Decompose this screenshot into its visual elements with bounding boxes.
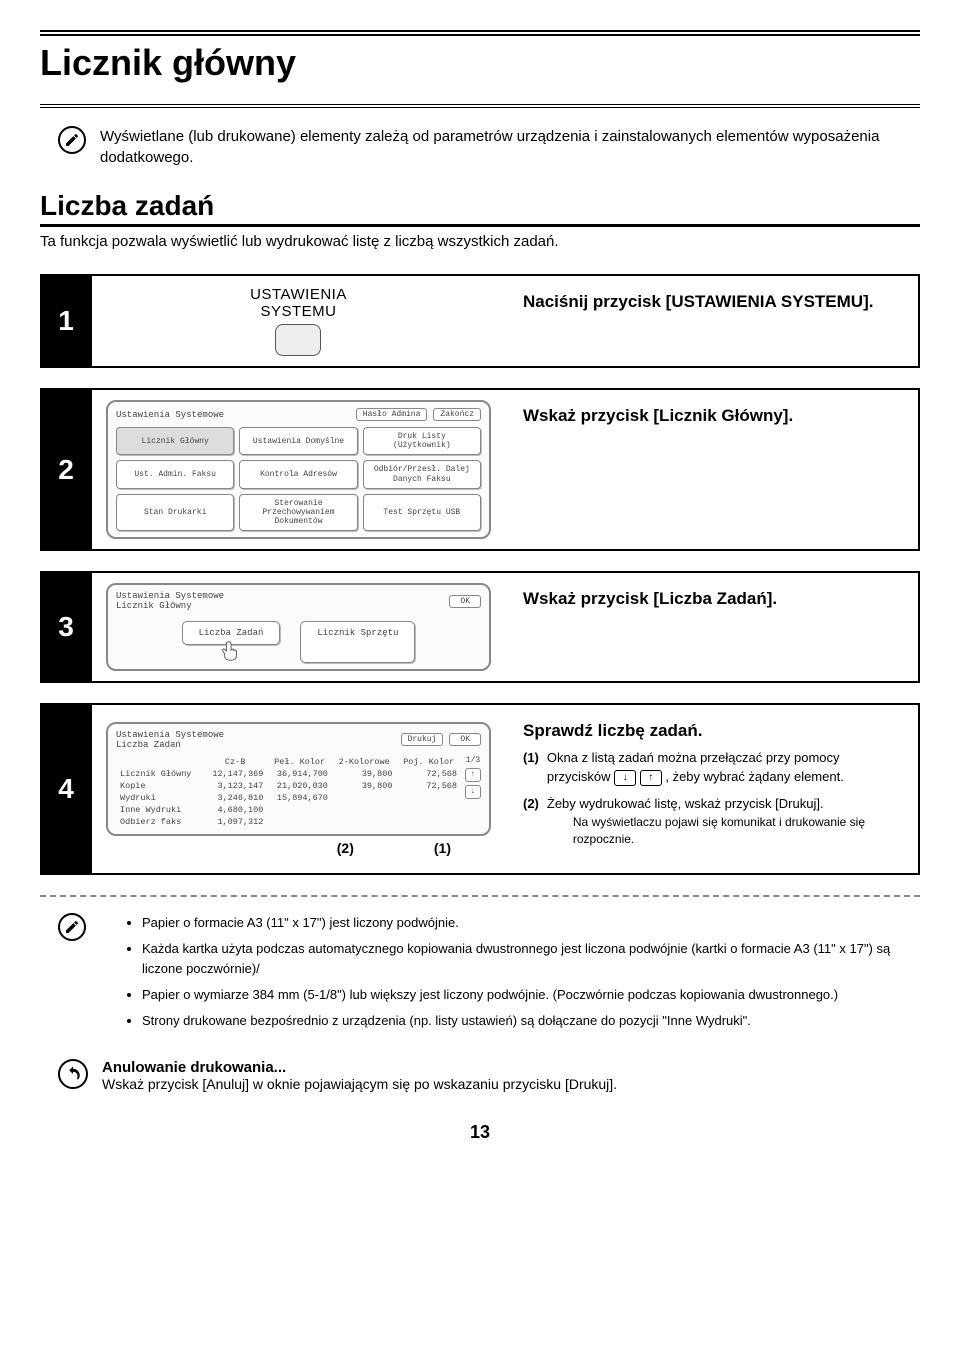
- table-row: Kopie3,123,14721,020,03039,80072,568: [116, 780, 461, 792]
- list-item: (1) Okna z listą zadań można przełączać …: [523, 749, 900, 787]
- step-number: 2: [40, 388, 92, 551]
- step-number: 4: [40, 703, 92, 874]
- cell[interactable]: Kontrola Adresów: [239, 460, 357, 488]
- undo-icon: [58, 1059, 88, 1089]
- cell[interactable]: Ustawienia Domyślne: [239, 427, 357, 455]
- settings-panel: Ustawienia Systemowe Hasło Admina Zakońc…: [106, 400, 491, 539]
- table-row: Licznik Główny12,147,36936,914,70039,800…: [116, 768, 461, 780]
- step-number: 3: [40, 571, 92, 683]
- counter-table: Cz-B Peł. Kolor 2-Kolorowe Poj. Kolor Li…: [116, 756, 461, 828]
- counter-panel: Ustawienia Systemowe Licznik Główny OK L…: [106, 583, 491, 671]
- ok-button[interactable]: OK: [449, 733, 481, 746]
- cell[interactable]: Sterowanie Przechowywaniem Dokumentów: [239, 494, 357, 532]
- cancel-text: Wskaż przycisk [Anuluj] w oknie pojawiaj…: [102, 1076, 617, 1092]
- cell[interactable]: Stan Drukarki: [116, 494, 234, 532]
- print-button[interactable]: Drukuj: [401, 733, 444, 746]
- pointer-icon: [220, 639, 242, 663]
- table-row: Odbierz faks1,097,312: [116, 816, 461, 828]
- dashed-separator: [40, 895, 920, 897]
- panel-title: Ustawienia Systemowe: [116, 591, 224, 601]
- job-count-panel: Ustawienia Systemowe Liczba Zadań Drukuj…: [106, 722, 491, 836]
- scroll-up-button[interactable]: ↑: [465, 768, 481, 782]
- sub-heading: Liczba zadań: [40, 190, 920, 222]
- cancel-title: Anulowanie drukowania...: [102, 1059, 617, 1076]
- notes-block: Papier o formacie A3 (11" x 17") jest li…: [58, 913, 920, 1038]
- table-row: Inne Wydruki4,680,100: [116, 804, 461, 816]
- step-4: 4 Ustawienia Systemowe Liczba Zadań Druk…: [40, 703, 920, 874]
- scroll-controls: 1/3 ↑ ↓: [465, 756, 481, 828]
- ok-button[interactable]: OK: [449, 595, 481, 608]
- step-1: 1 USTAWIENIA SYSTEMU Naciśnij przycisk […: [40, 274, 920, 368]
- cell[interactable]: Ust. Admin. Faksu: [116, 460, 234, 488]
- device-counter-button[interactable]: Licznik Sprzętu: [300, 621, 415, 663]
- main-counter-cell[interactable]: Licznik Główny: [116, 427, 234, 455]
- list-item: (2) Żeby wydrukować listę, wskaż przycis…: [523, 795, 900, 849]
- cell[interactable]: Druk Listy (Użytkownik): [363, 427, 481, 455]
- step-number: 1: [40, 274, 92, 368]
- table-row: Wydruki3,246,81015,894,670: [116, 792, 461, 804]
- intro-note-text: Wyświetlane (lub drukowane) elementy zal…: [100, 126, 920, 168]
- step-instruction: Wskaż przycisk [Liczba Zadań].: [505, 573, 918, 681]
- system-settings-key: USTAWIENIA SYSTEMU: [250, 286, 347, 356]
- step-2: 2 Ustawienia Systemowe Hasło Admina Zako…: [40, 388, 920, 551]
- callout-1: (1): [434, 840, 451, 856]
- pencil-icon: [58, 126, 86, 154]
- page-indicator: 1/3: [466, 756, 480, 765]
- step-instruction: Sprawdź liczbę zadań.: [523, 721, 900, 741]
- step-3: 3 Ustawienia Systemowe Licznik Główny OK…: [40, 571, 920, 683]
- page-number: 13: [40, 1122, 920, 1143]
- intro-note: Wyświetlane (lub drukowane) elementy zal…: [58, 126, 920, 168]
- sub-description: Ta funkcja pozwala wyświetlić lub wydruk…: [40, 233, 920, 250]
- pencil-icon: [58, 913, 86, 941]
- panel-subtitle: Liczba Zadań: [116, 740, 224, 750]
- callout-2: (2): [337, 840, 354, 856]
- panel-title: Ustawienia Systemowe: [116, 410, 224, 420]
- exit-button[interactable]: Zakończ: [433, 408, 481, 421]
- page-title: Licznik główny: [40, 42, 920, 84]
- cell[interactable]: Odbiór/Przesł. Dalej Danych Faksu: [363, 460, 481, 488]
- scroll-down-button[interactable]: ↓: [465, 785, 481, 799]
- step-instruction: Naciśnij przycisk [USTAWIENIA SYSTEMU].: [505, 276, 918, 366]
- arrow-up-key-icon: ↑: [640, 770, 662, 786]
- settings-grid: Licznik Główny Ustawienia Domyślne Druk …: [116, 427, 481, 531]
- list-item: Strony drukowane bezpośrednio z urządzen…: [142, 1011, 920, 1031]
- arrow-down-key-icon: ↓: [614, 770, 636, 786]
- hardware-button-icon[interactable]: [275, 324, 321, 356]
- list-item: Papier o wymiarze 384 mm (5-1/8") lub wi…: [142, 985, 920, 1005]
- list-item: Papier o formacie A3 (11" x 17") jest li…: [142, 913, 920, 933]
- cell[interactable]: Test Sprzętu USB: [363, 494, 481, 532]
- admin-password-button[interactable]: Hasło Admina: [356, 408, 428, 421]
- cancel-block: Anulowanie drukowania... Wskaż przycisk …: [58, 1059, 920, 1092]
- panel-title: Ustawienia Systemowe: [116, 730, 224, 740]
- step-instruction: Wskaż przycisk [Licznik Główny].: [505, 390, 918, 549]
- panel-subtitle: Licznik Główny: [116, 601, 224, 611]
- list-item: Każda kartka użyta podczas automatyczneg…: [142, 939, 920, 979]
